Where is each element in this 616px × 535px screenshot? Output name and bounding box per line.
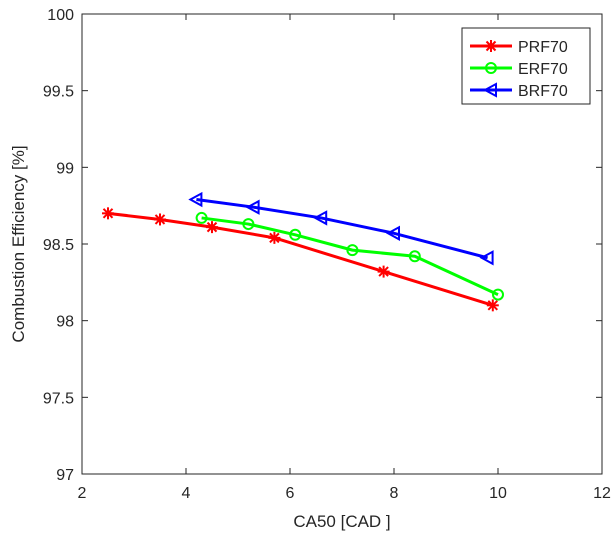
- data-point-erf70: [492, 288, 504, 301]
- data-point-prf70: [102, 207, 114, 220]
- data-point-erf70: [242, 218, 255, 231]
- series-line-prf70: [107, 211, 494, 307]
- legend: PRF70 ERF70 BRF70: [461, 27, 591, 105]
- x-axis-label: CA50 [CAD ]: [293, 512, 390, 531]
- y-tick-label: 99: [56, 160, 74, 177]
- legend-entry-brf70: BRF70: [470, 82, 568, 100]
- series-layer: [102, 191, 504, 312]
- data-point-brf70: [385, 225, 400, 241]
- data-point-brf70: [313, 210, 328, 226]
- data-point-brf70: [479, 250, 494, 266]
- data-point-prf70: [268, 231, 281, 244]
- x-tick-label: 6: [286, 485, 295, 502]
- x-tick-label: 8: [390, 485, 399, 502]
- data-point-brf70: [188, 191, 203, 208]
- x-tick-label: 10: [489, 485, 507, 502]
- x-axis: 2 4 6 8 10 12: [78, 14, 611, 502]
- data-point-prf70: [206, 221, 218, 234]
- series-erf70: [195, 211, 504, 301]
- y-tick-label: 99.5: [43, 84, 74, 101]
- legend-label: PRF70: [518, 39, 568, 56]
- series-line-erf70: [201, 216, 499, 296]
- data-point-brf70: [245, 199, 260, 215]
- y-tick-label: 100: [47, 7, 74, 24]
- data-point-erf70: [195, 211, 208, 224]
- data-point-prf70: [486, 299, 499, 312]
- data-point-erf70: [346, 244, 359, 257]
- y-axis: 97 97.5 98 98.5 99 99.5 100: [43, 7, 602, 484]
- legend-entry-erf70: ERF70: [470, 61, 568, 78]
- y-tick-label: 97.5: [43, 390, 74, 407]
- data-point-brf70: [482, 82, 497, 98]
- y-tick-label: 98: [56, 314, 74, 331]
- data-point-prf70: [485, 40, 497, 52]
- series-line-brf70: [196, 198, 488, 260]
- data-point-erf70: [408, 250, 421, 263]
- data-point-prf70: [154, 213, 166, 226]
- legend-label: ERF70: [518, 61, 568, 78]
- series-brf70: [188, 191, 494, 266]
- legend-label: BRF70: [518, 83, 568, 100]
- y-tick-label: 98.5: [43, 237, 74, 254]
- data-point-erf70: [289, 228, 302, 241]
- legend-entry-prf70: PRF70: [470, 39, 568, 56]
- x-tick-label: 12: [593, 485, 611, 502]
- y-axis-label: Combustion Efficiency [%]: [9, 145, 28, 342]
- data-point-erf70: [485, 62, 497, 74]
- x-tick-label: 4: [182, 485, 191, 502]
- series-prf70: [102, 207, 499, 312]
- y-tick-label: 97: [56, 467, 74, 484]
- x-tick-label: 2: [78, 485, 87, 502]
- data-point-prf70: [377, 265, 390, 278]
